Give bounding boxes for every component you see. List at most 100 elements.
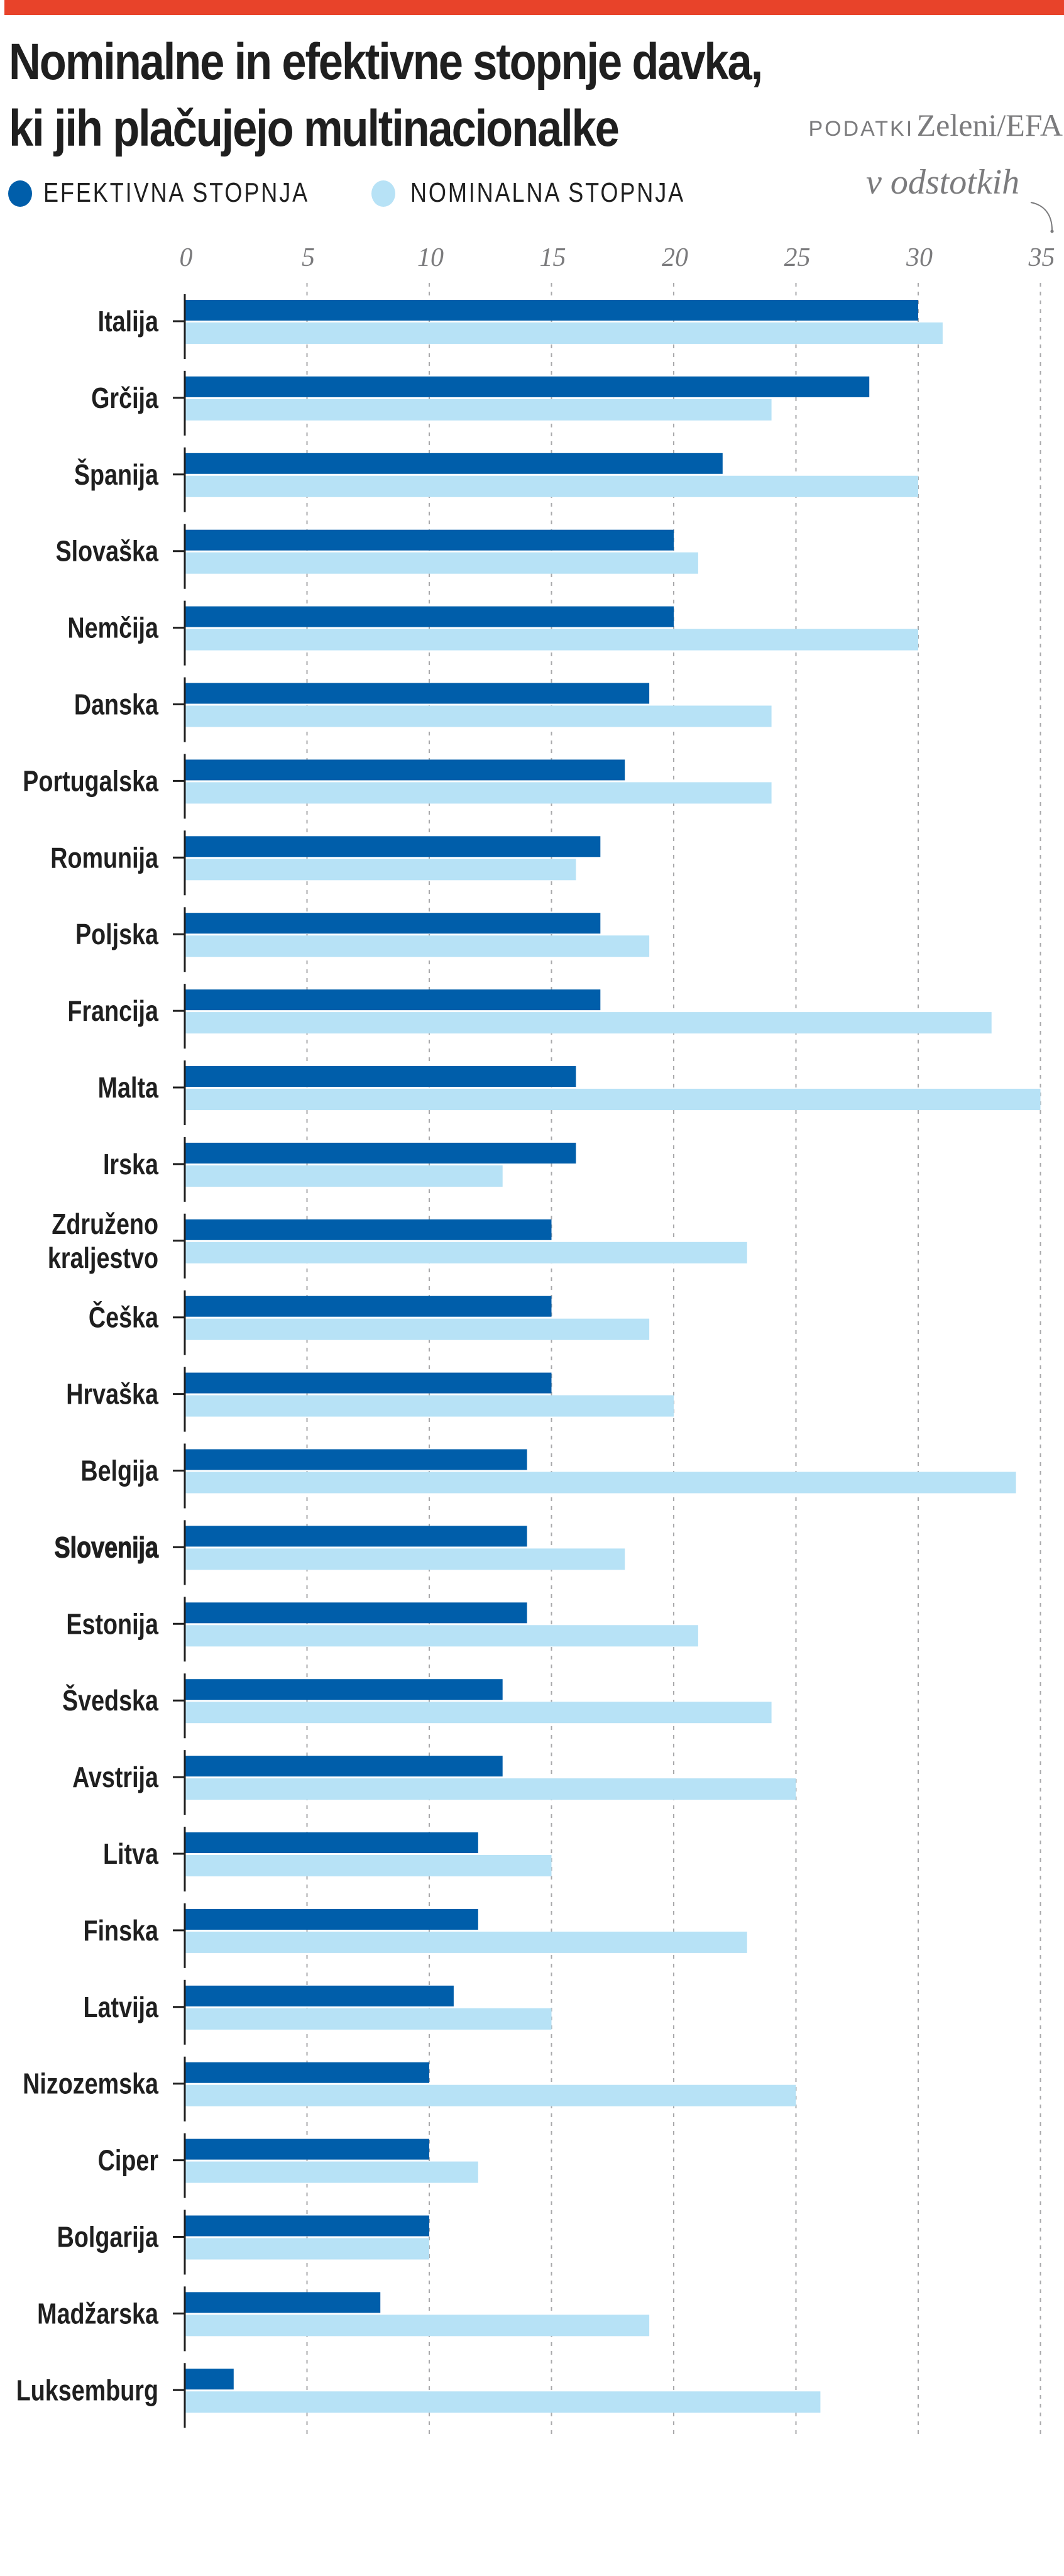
category-row [185,683,772,727]
bar-nominal [185,2315,650,2337]
x-tick-label: 15 [540,243,566,272]
category-label: Portugalska [23,765,158,797]
category-label: Švedska [62,1684,159,1717]
x-tick-label: 30 [906,243,933,272]
bar-effective [185,1066,576,1087]
bar-nominal [185,1241,747,1263]
category-label: Nizozemska [23,2067,158,2100]
accent-bar [4,0,1064,15]
bar-effective [185,913,601,934]
category-row [185,1679,772,1724]
category-label: Hrvaška [66,1378,158,1410]
category-row [185,1449,1016,1494]
bar-nominal [185,1778,796,1800]
category-label: Nemčija [67,612,158,644]
category-label: Latvija [84,1991,159,2023]
source-value: Zeleni/EFA [916,107,1063,143]
category-label: Italija [98,305,159,337]
category-label: Litva [103,1837,159,1869]
category-row [185,1526,625,1570]
bar-nominal [185,475,918,497]
category-label: Francija [67,995,158,1027]
curved-arrow-down-icon [1030,202,1054,233]
bar-effective [185,1679,503,1700]
source-label: PODATKI [808,117,914,141]
bar-nominal [185,2391,821,2413]
category-label: Češka [89,1301,159,1333]
category-label: Združeno kraljestvo [48,1208,158,1274]
bar-effective [185,606,674,627]
category-row [185,836,601,881]
category-row [185,759,772,804]
bar-effective [185,1756,503,1777]
bar-effective [185,1296,552,1317]
category-row [185,606,918,651]
category-row [185,1372,674,1417]
unit-note: v odstotkih [866,163,1020,202]
legend-label-nominal: NOMINALNA STOPNJA [410,177,686,208]
bar-effective [185,2369,234,2390]
bar-effective [185,759,625,781]
category-label: Malta [98,1071,159,1103]
category-label: Estonija [66,1608,158,1640]
bar-effective [185,1908,478,1930]
category-label: Avstrija [72,1761,158,1793]
bar-nominal [185,1089,1041,1110]
category-row [185,529,698,574]
bar-nominal [185,1702,772,1724]
y-axis [173,294,186,2428]
bar-effective [185,1449,527,1470]
category-label: Bolgarija [57,2221,159,2253]
bar-nominal [185,1855,552,1876]
category-row [185,300,943,344]
bar-effective [185,836,601,857]
bar-effective [185,1985,454,2006]
bar-nominal [185,399,772,421]
category-label: Grčija [91,382,158,414]
bar-effective [185,1526,527,1547]
bar-effective [185,2215,429,2237]
category-label: Romunija [50,842,158,874]
bar-effective [185,2062,429,2083]
category-label: Irska [103,1148,159,1180]
x-tick-label: 35 [1028,243,1055,272]
category-row [185,1908,747,1953]
bar-effective [185,683,650,704]
category-row [185,2062,796,2106]
category-row [185,2369,821,2413]
legend-swatch-effective-icon [8,180,32,207]
bar-nominal [185,782,772,804]
category-label: Španija [74,458,159,490]
x-axis-ticks: 0 5 10 15 20 25 30 35 [180,243,1055,272]
category-row [185,1066,1041,1110]
category-label: Slovaška [55,535,158,567]
bar-nominal [185,2008,552,2030]
category-label: Madžarska [37,2298,158,2330]
bar-effective [185,1219,552,1240]
category-row [185,1985,552,2030]
category-row [185,1219,747,1263]
bar-nominal [185,552,698,574]
gridlines [306,283,1041,2435]
category-row [185,453,918,497]
bar-effective [185,376,870,397]
bar-effective [185,300,918,321]
bar-effective [185,1142,576,1164]
bar-effective [185,529,674,551]
bar-nominal [185,935,650,957]
category-row [185,2215,429,2260]
category-row [185,1756,796,1800]
category-row [185,1832,552,1876]
legend-swatch-nominal-icon [371,180,395,207]
legend-label-effective: EFEKTIVNA STOPNJA [43,177,310,208]
chart-title: Nominalne in efektivne stopnje davka, ki… [9,29,763,162]
category-label: Danska [74,688,159,720]
category-row [185,913,650,957]
bar-effective [185,989,601,1011]
bar-nominal [185,322,943,344]
category-label: Ciper [98,2144,158,2176]
bar-nominal [185,1931,747,1953]
category-label: Slovenija [54,1531,158,1563]
chart-title-line-1: Nominalne in efektivne stopnje davka, [9,33,763,91]
